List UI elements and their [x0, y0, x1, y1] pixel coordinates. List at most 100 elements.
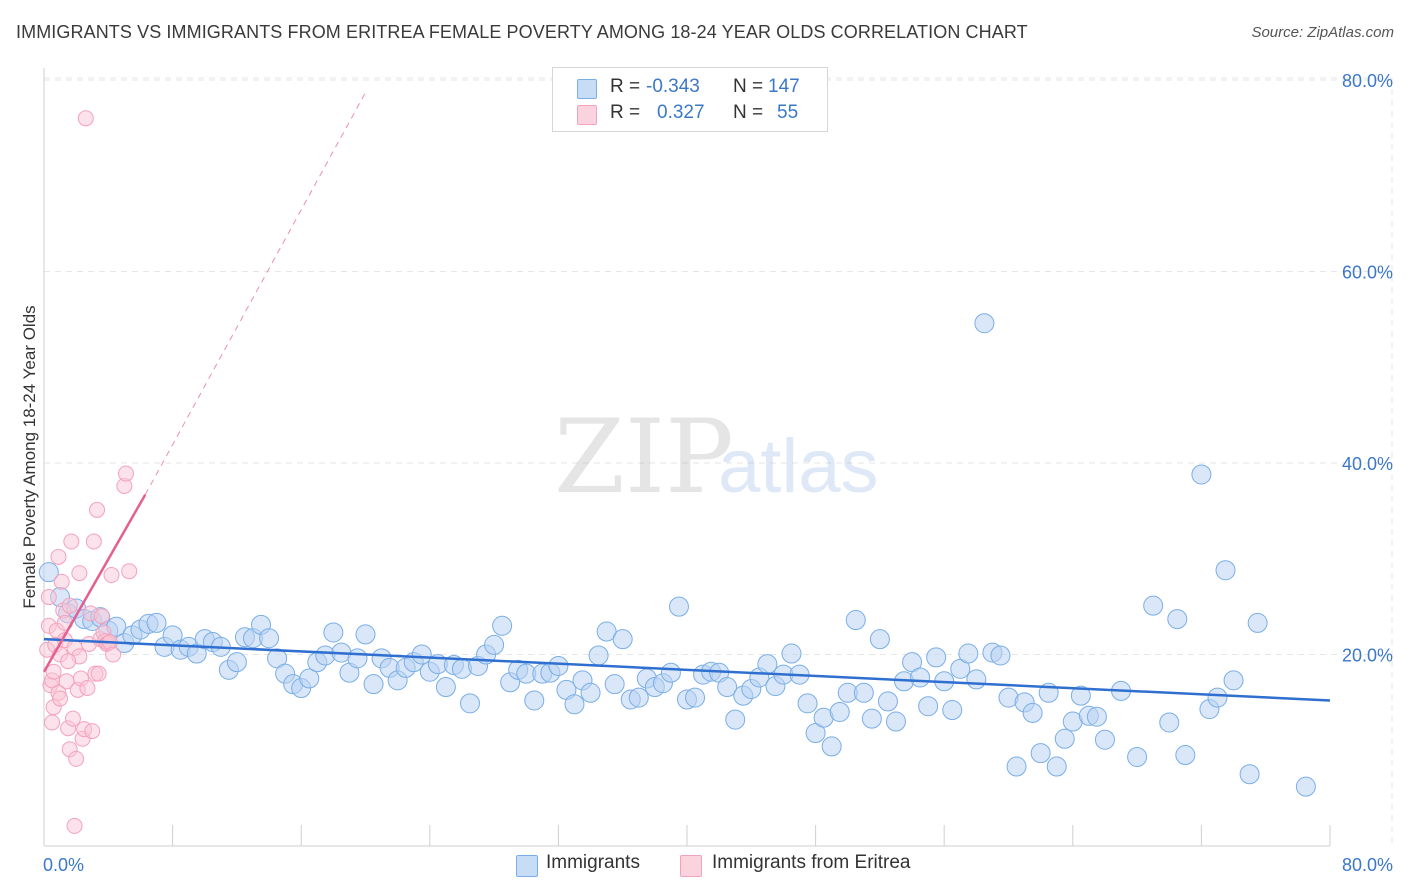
eritrea-point [50, 548, 67, 565]
immigrants-point [717, 677, 738, 698]
eritrea-point [68, 750, 85, 767]
immigrants-point [1086, 706, 1107, 727]
immigrants-point [435, 677, 456, 698]
immigrants-point [548, 655, 569, 676]
immigrants-point [524, 690, 545, 711]
eritrea-point [103, 567, 120, 584]
y-axis-title: Female Poverty Among 18-24 Year Olds [20, 305, 39, 608]
immigrants-point [1006, 756, 1027, 777]
eritrea-point [117, 465, 134, 482]
legend-r-value: 0.327 [657, 102, 705, 123]
legend-r-label: R = [610, 76, 641, 97]
eritrea-point [85, 533, 102, 550]
eritrea-point [66, 817, 83, 834]
immigrants-point [757, 654, 778, 675]
eritrea-trend-extension [144, 92, 366, 495]
immigrants-point [492, 615, 513, 636]
immigrants-point [685, 687, 706, 708]
immigrants-point [484, 634, 505, 655]
immigrants-point [918, 696, 939, 717]
immigrants-point [853, 682, 874, 703]
immigrants-point [725, 709, 746, 730]
immigrants-point [411, 644, 432, 665]
eritrea-point [60, 653, 77, 670]
eritrea-point [63, 533, 80, 550]
immigrants-point [821, 736, 842, 757]
eritrea-point [77, 110, 94, 127]
eritrea-point [44, 714, 61, 731]
immigrants-point [1143, 595, 1164, 616]
eritrea-point [61, 597, 78, 614]
immigrants-point [259, 628, 280, 649]
legend-r-label: R = [610, 102, 641, 123]
legend-n-label: N = [733, 76, 764, 97]
eritrea-point [40, 589, 57, 606]
eritrea-point [105, 646, 122, 663]
eritrea-point [64, 710, 81, 727]
immigrants-point [1030, 743, 1051, 764]
watermark: ZIP atlas [554, 398, 879, 517]
immigrants-point [942, 700, 963, 721]
tick-labels: 20.0% 40.0% 60.0% 80.0% 0.0% 80.0% [43, 71, 1393, 875]
immigrants-point [588, 645, 609, 666]
immigrants-point [1175, 745, 1196, 766]
eritrea-point [84, 723, 101, 740]
immigrants-point [580, 682, 601, 703]
eritrea-point [71, 565, 88, 582]
eritrea-point [53, 573, 70, 590]
series-swatch-pink [680, 855, 702, 877]
watermark-atlas: atlas [718, 424, 879, 509]
immigrants-point [1046, 756, 1067, 777]
immigrants-point [564, 694, 585, 715]
immigrants-point [877, 691, 898, 712]
immigrants-point [1159, 712, 1180, 733]
immigrants-point [226, 652, 247, 673]
immigrants-point [926, 647, 947, 668]
chart-title: IMMIGRANTS VS IMMIGRANTS FROM ERITREA FE… [16, 22, 1028, 42]
eritrea-point [89, 501, 106, 518]
legend-swatch-pink [577, 105, 597, 125]
immigrants-trend-line [43, 637, 1331, 702]
immigrants-point [146, 612, 167, 633]
immigrants-point [966, 669, 987, 690]
immigrants-point [1191, 464, 1212, 485]
series-label-immigrants: Immigrants [546, 852, 640, 873]
immigrants-point [628, 687, 649, 708]
eritrea-point [45, 663, 62, 680]
immigrants-point [990, 645, 1011, 666]
immigrants-point [845, 610, 866, 631]
chart-source: Source: ZipAtlas.com [1251, 24, 1394, 41]
immigrants-point [596, 621, 617, 642]
immigrants-point [1207, 687, 1228, 708]
immigrants-point [612, 629, 633, 650]
immigrants-point [861, 708, 882, 729]
watermark-zip: ZIP [554, 398, 734, 517]
y-tick-label: 60.0% [1342, 263, 1393, 283]
immigrants-point [668, 596, 689, 617]
series-legend: Immigrants Immigrants from Eritrea [0, 852, 1406, 878]
immigrants-point [869, 629, 890, 650]
immigrants-point [1223, 670, 1244, 691]
immigrants-point [797, 693, 818, 714]
immigrants-point [1247, 612, 1268, 633]
trend-lines [42, 92, 1331, 702]
eritrea-point [121, 563, 138, 580]
immigrants-point [1022, 702, 1043, 723]
x-tick-label: 0.0% [43, 855, 84, 875]
eritrea-point [93, 608, 110, 625]
series-swatch-blue [516, 855, 538, 877]
legend-n-label: N = [733, 102, 764, 123]
immigrants-point [1070, 685, 1091, 706]
eritrea-point [90, 665, 107, 682]
immigrants-point [781, 643, 802, 664]
immigrants-point [604, 674, 625, 695]
immigrants-point [910, 667, 931, 688]
immigrants-point [829, 701, 850, 722]
eritrea-point [52, 690, 69, 707]
immigrants-point [299, 668, 320, 689]
immigrants-point [1295, 776, 1316, 797]
legend-swatch-blue [577, 79, 597, 99]
immigrants-point [1127, 746, 1148, 767]
eritrea-trend-line [42, 493, 147, 673]
immigrants-point [660, 662, 681, 683]
